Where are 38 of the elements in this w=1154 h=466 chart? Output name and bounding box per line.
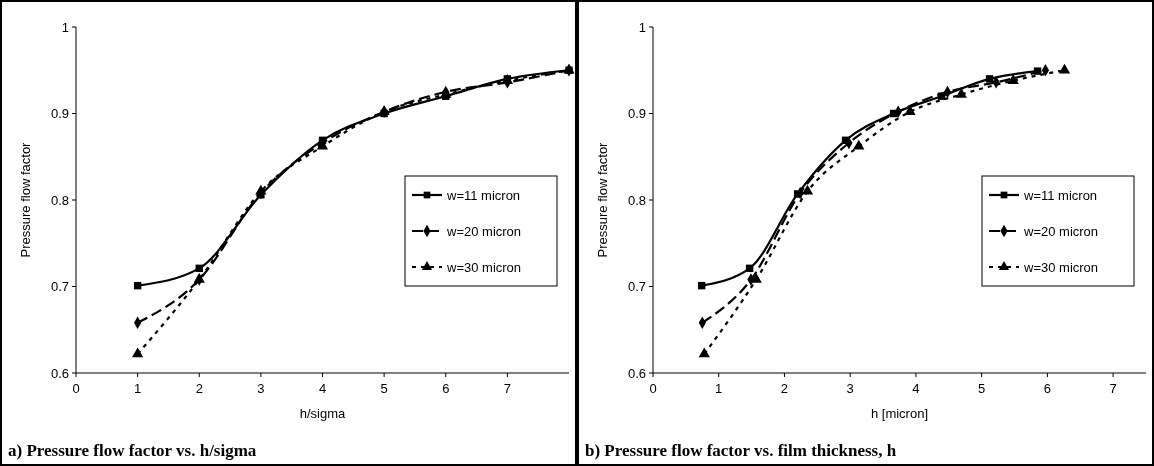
x-tick-label: 7 — [503, 381, 511, 396]
text: a) Pressure flow factor vs. h/sigma — [8, 441, 257, 460]
x-axis-title: h [micron] — [870, 406, 929, 421]
y-tick-label: 0.7 — [50, 279, 69, 295]
x-tick-label: 4 — [318, 381, 327, 396]
x-tick-label: 3 — [257, 381, 265, 396]
x-tick-label: 1 — [715, 381, 723, 396]
y-tick-label: 0.9 — [50, 106, 69, 122]
legend-label: w=11 micron — [446, 187, 521, 203]
x-tick-label: 0 — [72, 381, 80, 396]
y-tick-label: 0.8 — [50, 192, 69, 208]
y-tick-label: 0.8 — [627, 192, 646, 208]
y-tick-label: 1 — [61, 19, 69, 35]
x-tick-label: 1 — [134, 381, 142, 396]
x-tick-label: 6 — [1043, 381, 1052, 396]
x-axis-title: h/sigma — [299, 406, 347, 421]
y-tick-label: 0.6 — [50, 365, 69, 381]
x-tick-label: 2 — [195, 381, 203, 396]
x-tick-label: 5 — [380, 381, 388, 396]
y-tick-label: 0.9 — [627, 106, 646, 122]
x-tick-label: 5 — [978, 381, 986, 396]
x-tick-label: 2 — [780, 381, 789, 396]
x-tick-label: 6 — [442, 381, 450, 396]
legend-label: w=30 micron — [446, 259, 522, 275]
x-tick-label: 3 — [846, 381, 854, 396]
y-axis-title: Pressure flow factor — [18, 141, 33, 258]
x-tick-label: 7 — [1109, 381, 1117, 396]
legend-label: w=11 micron — [1023, 187, 1098, 203]
y-tick-label: 1 — [638, 19, 646, 35]
legend-label: w=20 micron — [446, 223, 522, 239]
legend-label: w=30 micron — [1023, 259, 1099, 275]
y-tick-label: 0.6 — [627, 365, 646, 381]
y-axis-title: Pressure flow factor — [595, 141, 610, 258]
legend-label: w=20 micron — [1023, 223, 1099, 239]
text: b) Pressure flow factor vs. film thickness, h — [585, 441, 897, 460]
x-tick-label: 4 — [912, 381, 920, 396]
x-tick-label: 0 — [649, 381, 657, 396]
y-tick-label: 0.7 — [627, 279, 646, 295]
